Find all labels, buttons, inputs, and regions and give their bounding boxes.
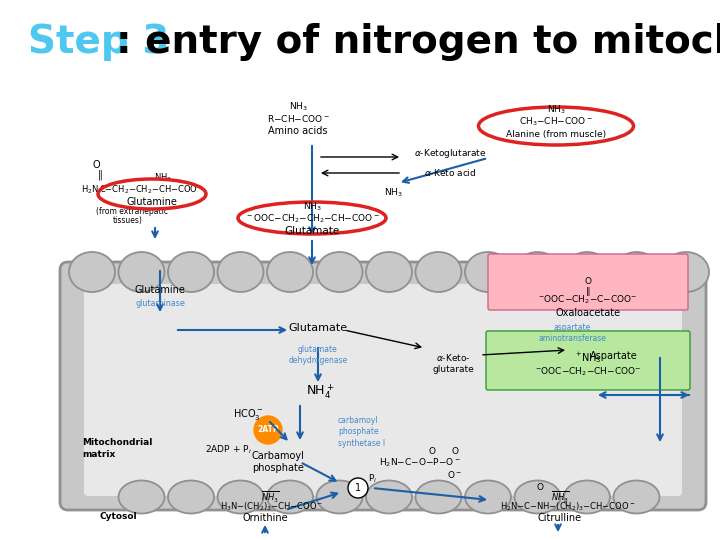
Text: aspartate
aminotransferase: aspartate aminotransferase (538, 323, 606, 343)
Text: glutaminase: glutaminase (135, 299, 185, 307)
Text: $\overline{NH_3}$: $\overline{NH_3}$ (551, 489, 570, 505)
Ellipse shape (515, 481, 560, 514)
Text: NH$_3$: NH$_3$ (302, 201, 321, 213)
Ellipse shape (217, 252, 264, 292)
Text: P$_i$: P$_i$ (369, 472, 377, 485)
Text: NH$_3$: NH$_3$ (289, 101, 307, 113)
Text: carbamoyl
phosphate
synthetase I: carbamoyl phosphate synthetase I (338, 416, 385, 448)
Text: (from extrahepatic: (from extrahepatic (96, 207, 168, 217)
Ellipse shape (119, 252, 164, 292)
Ellipse shape (415, 252, 462, 292)
Text: H$_2$N$-$C$-$O$-$P$-$O$^-$: H$_2$N$-$C$-$O$-$P$-$O$^-$ (379, 457, 461, 469)
Text: tissues): tissues) (113, 217, 143, 226)
Text: $\overline{NH_3}$: $\overline{NH_3}$ (261, 489, 279, 505)
Ellipse shape (119, 481, 164, 514)
Ellipse shape (663, 252, 709, 292)
Text: $\alpha$-Ketoglutarate: $\alpha$-Ketoglutarate (414, 147, 486, 160)
Ellipse shape (613, 252, 660, 292)
Text: 1: 1 (355, 483, 361, 493)
Text: Alanine (from muscle): Alanine (from muscle) (506, 131, 606, 139)
Text: $\alpha$-Keto-
glutarate: $\alpha$-Keto- glutarate (432, 352, 474, 374)
Ellipse shape (267, 252, 313, 292)
Ellipse shape (317, 481, 362, 514)
FancyBboxPatch shape (84, 284, 682, 496)
Text: NH$_3$: NH$_3$ (384, 187, 402, 199)
Ellipse shape (465, 481, 511, 514)
Circle shape (348, 478, 368, 498)
Text: H$_3$N$-$(CH$_2$)$_3$$-$CH$-$COO$^-$: H$_3$N$-$(CH$_2$)$_3$$-$CH$-$COO$^-$ (220, 501, 323, 513)
Ellipse shape (366, 252, 412, 292)
Text: 2ADP + P$_i$: 2ADP + P$_i$ (204, 444, 251, 456)
Text: Glutamate: Glutamate (284, 226, 340, 236)
Text: Mitochondrial
matrix: Mitochondrial matrix (82, 438, 153, 459)
Ellipse shape (69, 252, 115, 292)
Text: Cytosol: Cytosol (100, 512, 138, 521)
Ellipse shape (564, 481, 610, 514)
Text: R$-$CH$-$COO$^-$: R$-$CH$-$COO$^-$ (266, 113, 329, 125)
Ellipse shape (168, 252, 214, 292)
Text: Step 3: Step 3 (28, 23, 169, 61)
FancyBboxPatch shape (486, 331, 690, 390)
Text: O: O (585, 278, 592, 287)
FancyBboxPatch shape (488, 254, 688, 310)
Text: $\|$: $\|$ (97, 168, 103, 182)
Text: H$_2$N: H$_2$N (81, 184, 99, 196)
Ellipse shape (366, 481, 412, 514)
Text: $^{+}$NH$_3$: $^{+}$NH$_3$ (575, 350, 601, 366)
Ellipse shape (415, 481, 462, 514)
Text: Carbamoyl
phosphate: Carbamoyl phosphate (251, 451, 305, 473)
Text: Glutamate: Glutamate (289, 323, 348, 333)
Ellipse shape (613, 481, 660, 514)
Text: Citrulline: Citrulline (538, 513, 582, 523)
Text: $^-$OOC$-$CH$_2$$-$CH$_2$$-$CH$-$COO$^-$: $^-$OOC$-$CH$_2$$-$CH$_2$$-$CH$-$COO$^-$ (245, 213, 379, 225)
Text: 2ATP: 2ATP (257, 426, 279, 435)
Ellipse shape (564, 252, 610, 292)
Text: O$^-$: O$^-$ (448, 469, 462, 480)
Text: H$_2$N$-$C$-$NH$-$(CH$_2$)$_3$$-$CH$-$COO$^-$: H$_2$N$-$C$-$NH$-$(CH$_2$)$_3$$-$CH$-$CO… (500, 501, 636, 513)
Ellipse shape (317, 252, 362, 292)
Text: NH$_3$: NH$_3$ (154, 172, 172, 184)
Text: O: O (451, 448, 459, 456)
Text: Amino acids: Amino acids (269, 126, 328, 136)
Circle shape (254, 416, 282, 444)
Ellipse shape (217, 481, 264, 514)
Text: O: O (92, 160, 100, 170)
Text: : entry of nitrogen to mitochondria: : entry of nitrogen to mitochondria (116, 23, 720, 61)
Text: Oxaloacetate: Oxaloacetate (555, 308, 621, 318)
Text: O: O (536, 483, 544, 492)
Text: Ornithine: Ornithine (242, 513, 288, 523)
Text: $\|$: $\|$ (585, 285, 590, 298)
Text: $^{-}$OOC$-$CH$_2$$-$CH$-$COO$^{-}$: $^{-}$OOC$-$CH$_2$$-$CH$-$COO$^{-}$ (535, 366, 641, 378)
Text: Glutamine: Glutamine (127, 197, 177, 207)
Text: $^{-}$OOC$-$CH$_2$$-$C$-$COO$^{-}$: $^{-}$OOC$-$CH$_2$$-$C$-$COO$^{-}$ (539, 294, 638, 306)
Text: C$-$CH$_2$$-$CH$_2$$-$CH$-$COO$^-$: C$-$CH$_2$$-$CH$_2$$-$CH$-$COO$^-$ (99, 184, 204, 196)
Text: NH$_4^+$: NH$_4^+$ (306, 383, 334, 401)
Text: HCO$_3^-$: HCO$_3^-$ (233, 408, 263, 422)
Text: Glutamine: Glutamine (135, 285, 186, 295)
Ellipse shape (515, 252, 560, 292)
Text: glutamate
dehydrogenase: glutamate dehydrogenase (289, 345, 348, 365)
Text: Aspartate: Aspartate (590, 351, 638, 361)
Text: CH$_3$$-$CH$-$COO$^-$: CH$_3$$-$CH$-$COO$^-$ (519, 116, 593, 128)
Text: $\alpha$-Keto acid: $\alpha$-Keto acid (424, 166, 476, 178)
Text: O: O (428, 448, 436, 456)
Ellipse shape (168, 481, 214, 514)
Text: NH$_3$: NH$_3$ (546, 104, 565, 116)
Ellipse shape (465, 252, 511, 292)
Ellipse shape (267, 481, 313, 514)
FancyBboxPatch shape (60, 262, 706, 510)
